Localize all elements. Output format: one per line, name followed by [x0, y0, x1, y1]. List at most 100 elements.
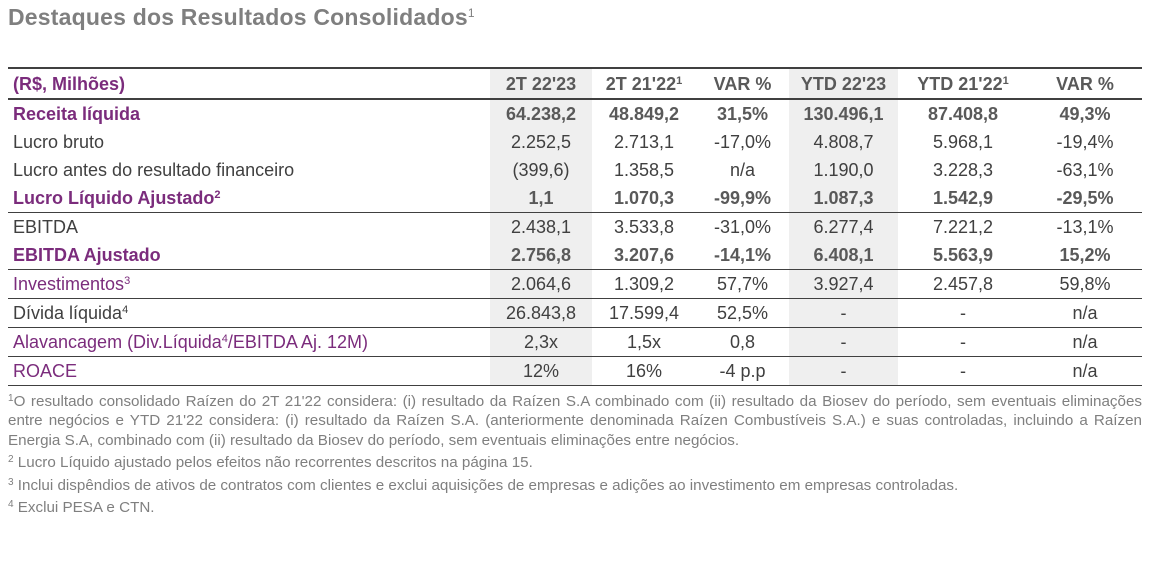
footnote-text: Exclui PESA e CTN.: [17, 499, 155, 517]
table-row-lucro-bruto: Lucro bruto 2.252,5 2.713,1 -17,0% 4.808…: [8, 128, 1142, 156]
cell-value: -31,0%: [713, 217, 772, 237]
footnote-mark: 1: [8, 393, 14, 404]
cell-value: 5.968,1: [932, 132, 994, 152]
row-label-text: Dívida líquida: [13, 303, 123, 323]
cell-value: -99,9%: [713, 188, 772, 208]
cell-value: 1.190,0: [789, 156, 898, 184]
row-label-text: Investimentos: [13, 274, 125, 294]
col-header-footnote-mark: 1: [1002, 74, 1009, 87]
row-label: EBITDA: [13, 217, 79, 237]
row-footnote-mark: 2: [214, 189, 221, 201]
cell-value: n/a: [1072, 303, 1098, 323]
cell-value: 1,5x: [626, 332, 662, 352]
cell-value: -29,5%: [1056, 188, 1114, 208]
title-text: Destaques dos Resultados Consolidados: [8, 4, 468, 30]
table-header-row: (R$, Milhões) 2T 22'23 2T 21'221 VAR % Y…: [8, 68, 1142, 99]
cell-value: 2.252,5: [490, 128, 592, 156]
cell-value: 0,8: [729, 332, 756, 352]
cell-value: -: [960, 332, 966, 352]
col-header-text: YTD 21'22: [917, 73, 1003, 94]
cell-value: 15,2%: [1059, 245, 1111, 265]
cell-value: -: [960, 361, 966, 381]
cell-value: -19,4%: [1056, 132, 1114, 152]
cell-value: 6.408,1: [789, 241, 898, 270]
cell-value: 2.457,8: [932, 274, 994, 294]
cell-value: 57,7%: [716, 274, 769, 294]
footnote-mark: 3: [8, 476, 14, 488]
footnote-text: O resultado consolidado Raízen do 2T 21'…: [8, 393, 1142, 449]
footnote-3: 3 Inclui dispêndios de ativos de contrat…: [8, 473, 1142, 495]
footnote-text: Inclui dispêndios de ativos de contratos…: [17, 476, 959, 494]
col-header-text: 2T 21'22: [605, 73, 677, 94]
cell-value: 3.927,4: [789, 269, 898, 299]
cell-value: 49,3%: [1059, 104, 1111, 124]
cell-value: 48.849,2: [608, 104, 680, 124]
cell-value: -14,1%: [713, 245, 772, 265]
cell-value: -: [960, 303, 966, 323]
row-label: ROACE: [13, 361, 78, 381]
cell-value: 3.207,6: [613, 245, 675, 265]
cell-value: 52,5%: [716, 303, 769, 323]
row-label: Dívida líquida4: [8, 299, 490, 328]
col-header-ytd2223: YTD 22'23: [789, 68, 898, 99]
cell-value: 130.496,1: [789, 99, 898, 128]
cell-value: 3.228,3: [932, 160, 994, 180]
cell-value: 2.713,1: [613, 132, 675, 152]
footnotes: 1O resultado consolidado Raízen do 2T 21…: [8, 389, 1142, 517]
footnote-text: Lucro Líquido ajustado pelos efeitos não…: [17, 454, 533, 472]
row-label-text: Alavancagem (Div.Líquida: [13, 332, 222, 352]
row-footnote-mark: 4: [221, 333, 228, 345]
table-row-ebitda: EBITDA 2.438,1 3.533,8 -31,0% 6.277,4 7.…: [8, 212, 1142, 241]
cell-value: 26.843,8: [490, 298, 592, 328]
cell-value: -17,0%: [713, 132, 772, 152]
col-header-text: 2T 22'23: [505, 73, 577, 94]
table-row-alavancagem: Alavancagem (Div.Líquida4/EBITDA Aj. 12M…: [8, 327, 1142, 357]
table-row-receita-liquida: Receita líquida 64.238,2 48.849,2 31,5% …: [8, 99, 1142, 128]
cell-value: 6.277,4: [789, 212, 898, 241]
cell-value: 31,5%: [716, 104, 769, 124]
results-table: (R$, Milhões) 2T 22'23 2T 21'221 VAR % Y…: [8, 67, 1142, 386]
footnote-2: 2 Lucro Líquido ajustado pelos efeitos n…: [8, 450, 1142, 472]
row-label: Lucro Líquido Ajustado2: [8, 184, 490, 213]
cell-value: 5.563,9: [932, 245, 994, 265]
cell-value: 87.408,8: [927, 104, 999, 124]
cell-value: -: [789, 298, 898, 328]
cell-value: 1.070,3: [613, 188, 675, 208]
cell-value: -4 p.p: [719, 361, 766, 381]
cell-value: 59,8%: [1059, 274, 1111, 294]
table-row-divida-liquida: Dívida líquida4 26.843,8 17.599,4 52,5% …: [8, 298, 1142, 328]
cell-value: -13,1%: [1056, 217, 1114, 237]
row-label: Alavancagem (Div.Líquida4/EBITDA Aj. 12M…: [8, 328, 490, 357]
col-header-ytd2122: YTD 21'221: [898, 68, 1028, 99]
row-label: Receita líquida: [13, 104, 141, 124]
footnote-mark: 4: [8, 499, 14, 511]
cell-value: 2.438,1: [490, 212, 592, 241]
col-header-var-quarter: VAR %: [696, 68, 789, 99]
row-label-text: /EBITDA Aj. 12M): [227, 332, 368, 352]
page-title: Destaques dos Resultados Consolidados1: [8, 4, 475, 31]
footnote-4: 4 Exclui PESA e CTN.: [8, 495, 1142, 517]
cell-value: 16%: [625, 361, 663, 381]
table-row-lucro-liquido-ajustado: Lucro Líquido Ajustado2 1,1 1.070,3 -99,…: [8, 184, 1142, 213]
cell-value: 1.087,3: [789, 184, 898, 213]
cell-value: n/a: [1072, 332, 1098, 352]
cell-value: -63,1%: [1056, 160, 1114, 180]
cell-value: n/a: [729, 160, 756, 180]
table-row-ebitda-ajustado: EBITDA Ajustado 2.756,8 3.207,6 -14,1% 6…: [8, 241, 1142, 270]
col-header-2t2223: 2T 22'23: [490, 68, 592, 99]
cell-value: 1.542,9: [932, 188, 994, 208]
col-header-var-ytd: VAR %: [1028, 68, 1142, 99]
col-header-text: VAR %: [713, 73, 772, 94]
cell-value: -: [789, 356, 898, 386]
row-label: Lucro antes do resultado financeiro: [13, 160, 295, 180]
cell-value: 2.756,8: [490, 241, 592, 270]
table-row-investimentos: Investimentos3 2.064,6 1.309,2 57,7% 3.9…: [8, 269, 1142, 299]
cell-value: 1.309,2: [613, 274, 675, 294]
cell-value: 7.221,2: [932, 217, 994, 237]
col-header-text: YTD 22'23: [800, 73, 887, 94]
table-row-roace: ROACE 12% 16% -4 p.p - - n/a: [8, 356, 1142, 386]
row-label: EBITDA Ajustado: [13, 245, 161, 265]
cell-value: 12%: [490, 356, 592, 386]
row-footnote-mark: 3: [124, 275, 131, 287]
row-label: Investimentos3: [8, 270, 490, 299]
